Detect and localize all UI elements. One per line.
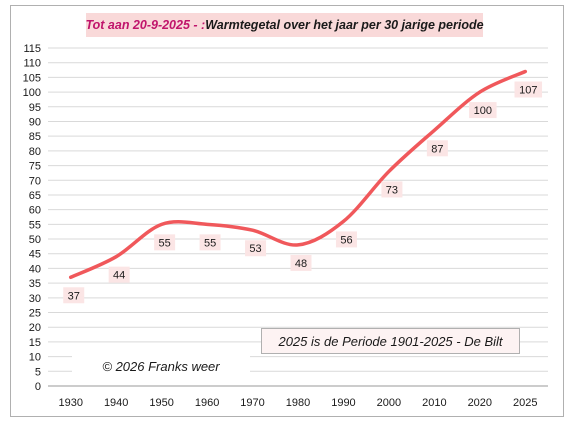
y-tick-label: 105: [23, 72, 41, 84]
x-axis-tick-labels: 1930 1940 1950 1960 1970 1980 1990 2000 2010 2020…: [58, 397, 537, 409]
x-tick-label: 1990: [331, 397, 355, 409]
y-tick-label: 80: [29, 146, 41, 158]
data-label: 100: [469, 102, 497, 119]
data-label-background: [245, 240, 267, 257]
data-label: 37: [63, 287, 85, 304]
data-label: 87: [426, 140, 448, 157]
y-tick-label: 0: [35, 381, 41, 393]
data-label-text: 55: [204, 237, 216, 249]
x-tick-label: 1980: [286, 397, 310, 409]
data-label-text: 73: [386, 184, 398, 196]
y-tick-label: 100: [23, 87, 41, 99]
data-label: 56: [335, 231, 357, 248]
y-tick-label: 40: [29, 263, 41, 275]
y-tick-label: 15: [29, 337, 41, 349]
data-label-text: 48: [295, 258, 307, 270]
y-tick-label: 95: [29, 102, 41, 114]
data-label: 44: [108, 266, 130, 283]
data-label-background: [290, 254, 312, 271]
data-labels: 37 44 55 55 53 48 56 73 87 100 107: [63, 81, 543, 304]
data-label-text: 37: [68, 290, 80, 302]
series-line-path: [68, 69, 528, 280]
data-label: 53: [245, 240, 267, 257]
data-label-background: [469, 102, 497, 119]
x-tick-label: 2010: [422, 397, 446, 409]
data-label-text: 44: [113, 270, 125, 282]
x-tick-label: 2025: [513, 397, 537, 409]
y-tick-label: 10: [29, 352, 41, 364]
copyright-text: © 2026 Franks weer: [72, 356, 250, 376]
data-label: 48: [290, 254, 312, 271]
y-tick-label: 45: [29, 249, 41, 261]
y-tick-label: 65: [29, 190, 41, 202]
y-tick-label: 5: [35, 366, 41, 378]
data-label-text: 55: [159, 237, 171, 249]
y-tick-label: 30: [29, 293, 41, 305]
y-tick-label: 75: [29, 161, 41, 173]
series-line: [68, 69, 528, 280]
y-tick-label: 110: [23, 58, 41, 70]
data-label-background: [381, 181, 403, 198]
data-label-text: 87: [431, 143, 443, 155]
y-axis-tick-labels: 0 5 10 15 20 25 30 35 40 45 50 55 60 65 70 75 80 85 90 95 10…: [23, 43, 41, 393]
data-label-background: [63, 287, 85, 304]
data-label-background: [199, 234, 221, 251]
y-tick-label: 35: [29, 278, 41, 290]
data-label-text: 53: [249, 243, 261, 255]
gridlines: [48, 47, 548, 387]
x-tick-label: 2000: [377, 397, 401, 409]
x-tick-label: 2020: [468, 397, 492, 409]
data-label-background: [426, 140, 448, 157]
data-label-text: 56: [340, 234, 352, 246]
data-label: 73: [381, 181, 403, 198]
y-tick-label: 20: [29, 322, 41, 334]
data-label-text: 107: [519, 85, 537, 97]
data-label-background: [514, 81, 543, 98]
data-label: 55: [199, 234, 221, 251]
x-tick-label: 1930: [58, 397, 82, 409]
y-tick-label: 115: [23, 43, 41, 55]
y-tick-label: 60: [29, 205, 41, 217]
data-label-text: 100: [474, 105, 492, 117]
data-label-background: [335, 231, 357, 248]
x-tick-label: 1940: [104, 397, 128, 409]
y-tick-label: 25: [29, 308, 41, 320]
data-label-background: [154, 234, 176, 251]
x-tick-label: 1960: [195, 397, 219, 409]
y-tick-label: 70: [29, 175, 41, 187]
x-tick-label: 1970: [240, 397, 264, 409]
data-label: 55: [154, 234, 176, 251]
chart-title-text: Warmtegetal over het jaar per 30 jarige …: [205, 18, 484, 32]
y-tick-label: 90: [29, 116, 41, 128]
period-annotation: 2025 is de Periode 1901-2025 - De Bilt: [261, 328, 520, 354]
x-tick-label: 1950: [149, 397, 173, 409]
chart-title: Tot aan 20-9-2025 - : Warmtegetal over h…: [85, 13, 484, 37]
chart-title-date: Tot aan 20-9-2025 - :: [85, 18, 206, 32]
y-tick-label: 85: [29, 131, 41, 143]
y-tick-label: 55: [29, 219, 41, 231]
data-label-background: [108, 266, 130, 283]
y-tick-label: 50: [29, 234, 41, 246]
data-label: 107: [514, 81, 543, 98]
